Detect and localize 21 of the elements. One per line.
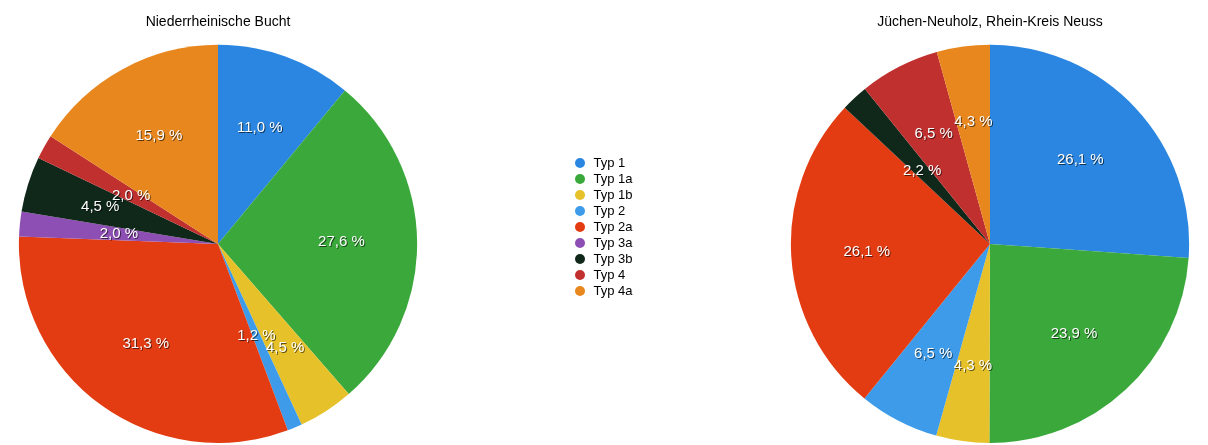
legend-label: Typ 3b xyxy=(593,251,633,266)
legend-label: Typ 3a xyxy=(593,235,633,250)
data-label: 15,9 % xyxy=(135,125,183,143)
data-label: 23,9 % xyxy=(1051,325,1099,343)
legend-label: Typ 1a xyxy=(593,171,633,186)
data-label: 31,3 % xyxy=(123,335,171,353)
data-label: 2,0 % xyxy=(100,225,140,243)
legend-label: Typ 2 xyxy=(593,203,626,218)
slice-label: Niederrheinische Bucht xyxy=(145,13,291,30)
data-label: 6,5 % xyxy=(914,343,953,361)
data-label: 6,5 % xyxy=(915,125,954,143)
data-label: 26,1 % xyxy=(1056,149,1104,167)
legend-label: Typ 4 xyxy=(593,267,626,282)
legend-label: Typ 2a xyxy=(593,219,633,234)
legend-label: Typ 1b xyxy=(593,187,633,202)
data-label: 26,1 % xyxy=(843,242,891,260)
legend-label: Typ 1 xyxy=(593,155,626,170)
slice-label: Jüchen-Neuholz, Rhein-Kreis Neuss xyxy=(877,13,1103,30)
data-label: 27,6 % xyxy=(318,232,365,250)
legend-label: Typ 4a xyxy=(593,283,633,298)
data-label: 11,0 % xyxy=(238,118,284,136)
